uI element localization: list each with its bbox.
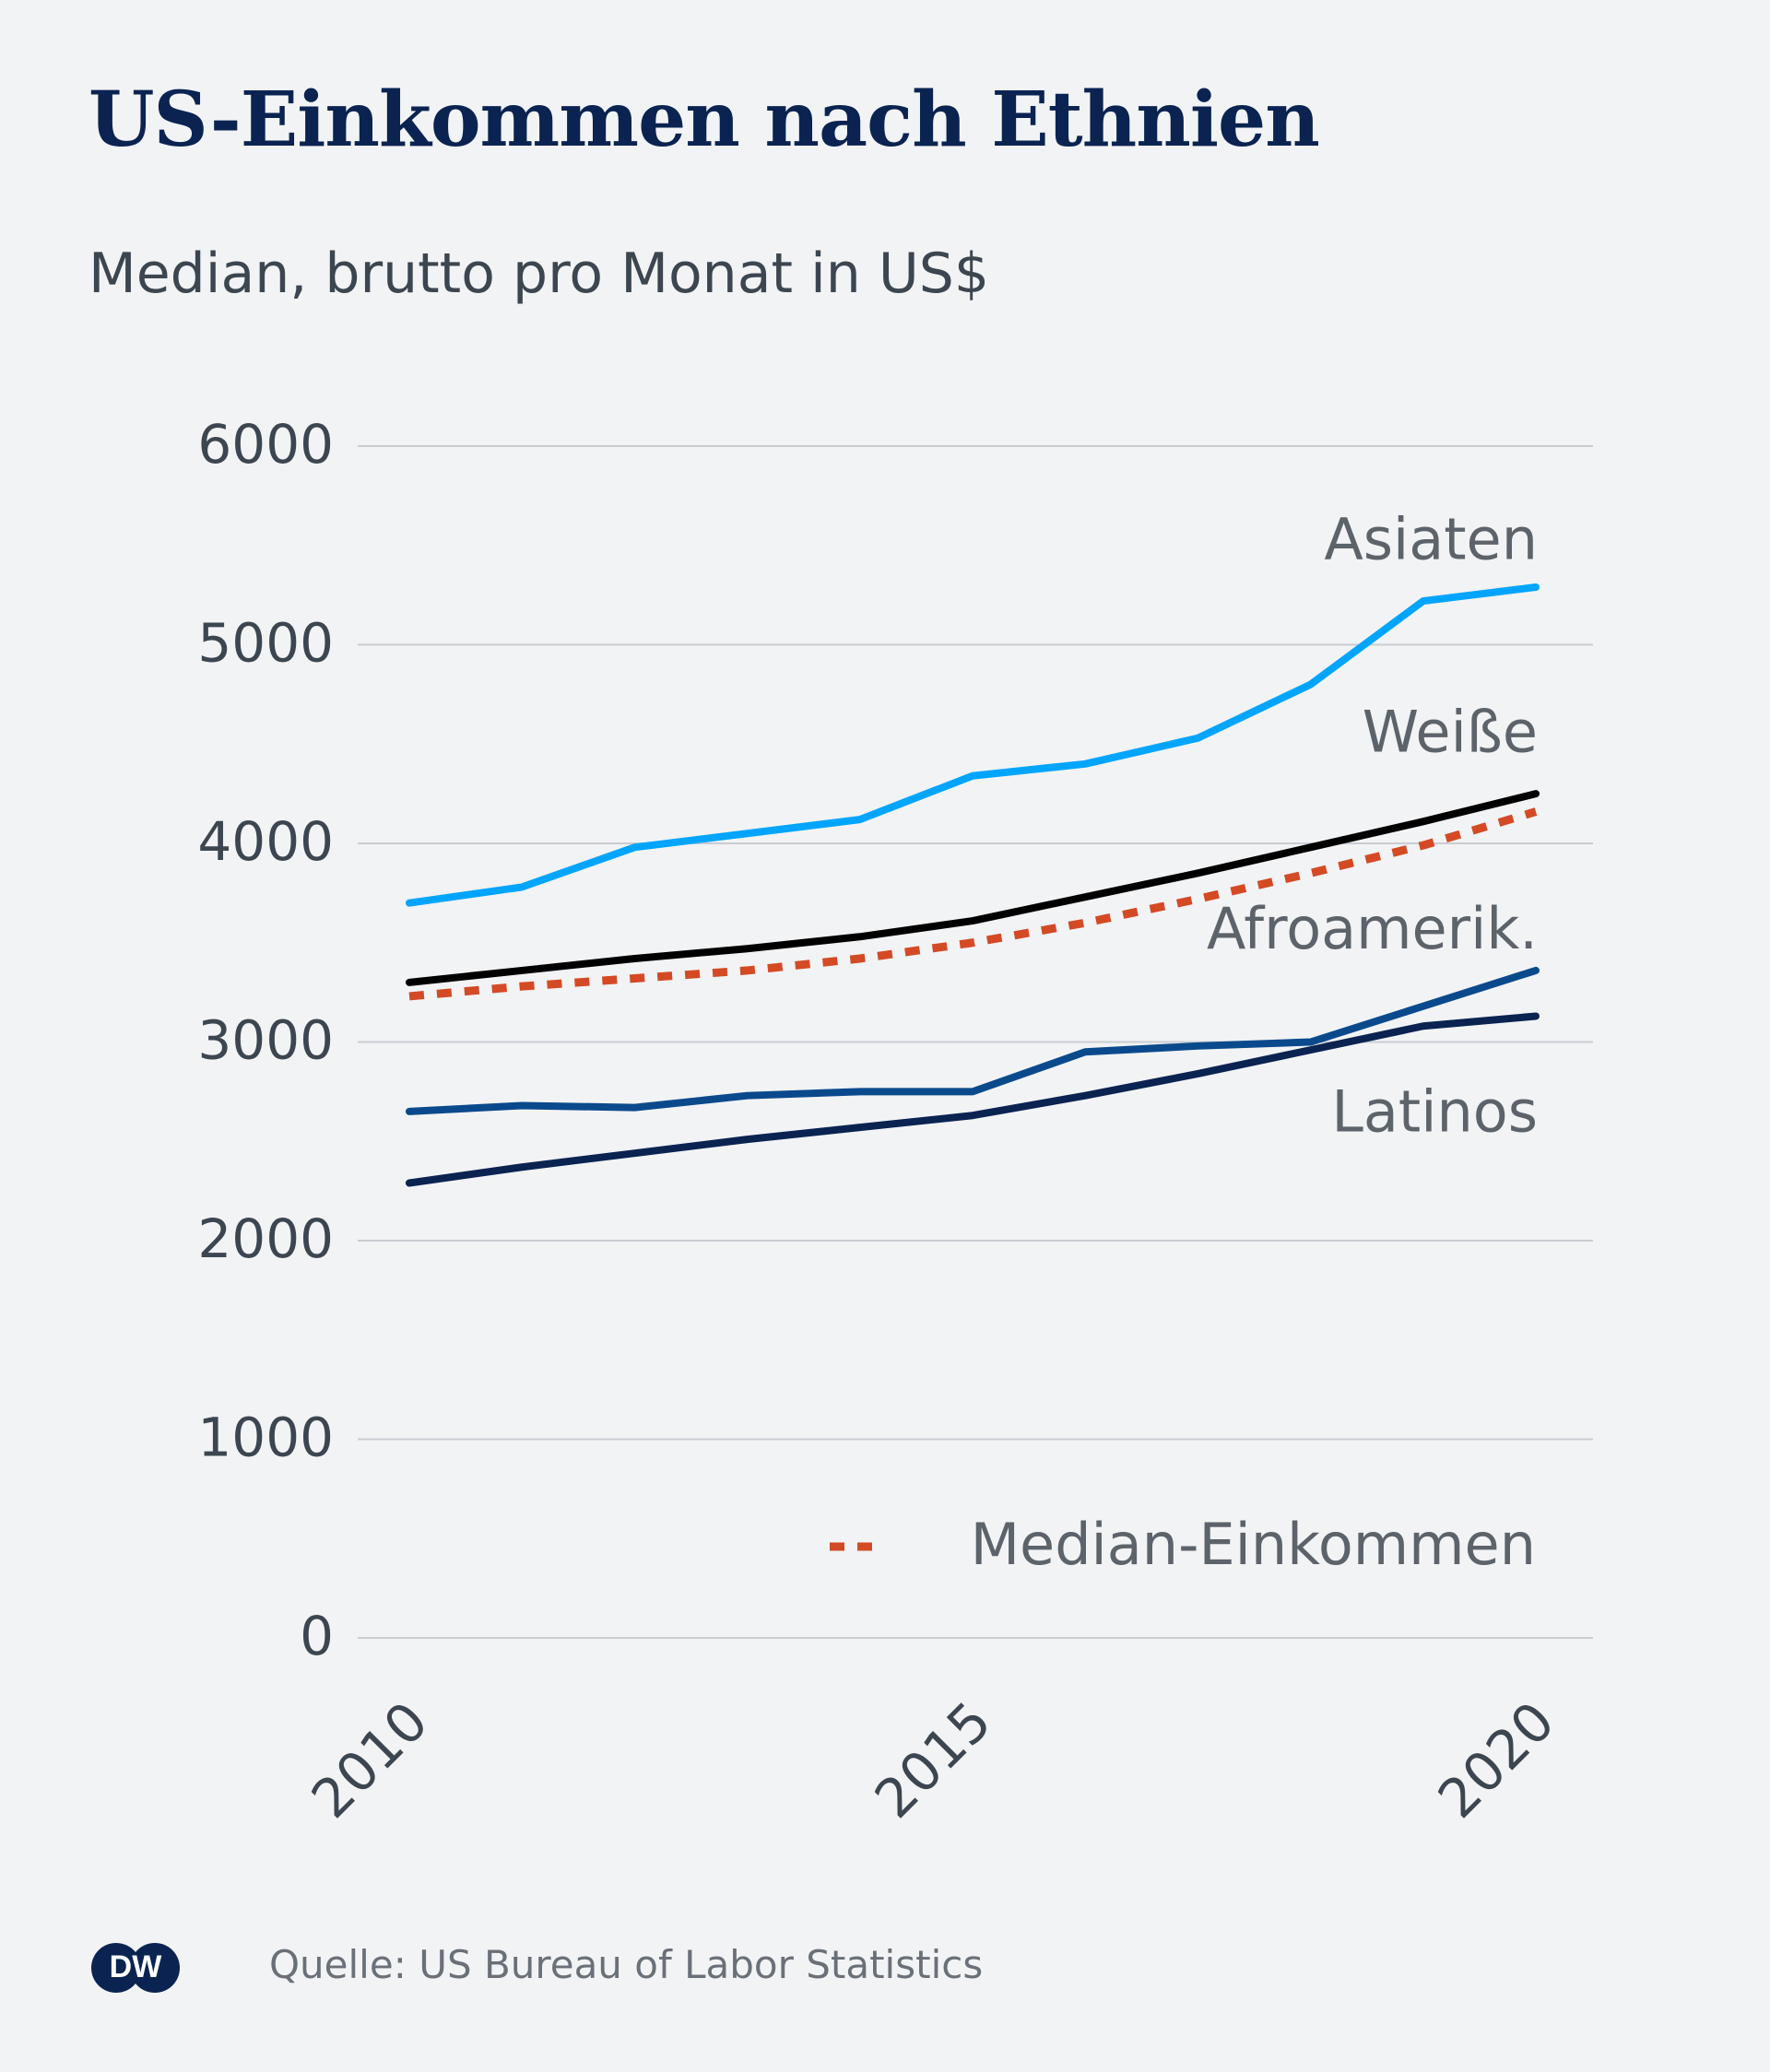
chart-subtitle: Median, brutto pro Monat in US$ [88, 241, 990, 306]
series-lines [406, 583, 1540, 1187]
y-tick-label: 5000 [197, 612, 334, 675]
legend-label: Median-Einkommen [971, 1511, 1536, 1578]
series-label: Asiaten [1324, 506, 1538, 573]
y-tick-label: 6000 [197, 413, 334, 476]
x-tick-label: 2010 [300, 1689, 440, 1830]
series-labels: Asiaten Weiße Afroamerik. Latinos [1207, 506, 1538, 1146]
legend: Median-Einkommen [830, 1511, 1536, 1578]
dw-logo: DW [91, 1943, 180, 1993]
series-label: Weiße [1363, 699, 1538, 766]
x-axis-ticks: 2010 2015 2020 [300, 1689, 1566, 1830]
dw-logo-text: DW [110, 1949, 163, 1984]
y-tick-label: 0 [300, 1605, 334, 1667]
series-line-0 [406, 583, 1540, 907]
chart-title: US-Einkommen nach Ethnien [88, 76, 1320, 164]
y-tick-label: 1000 [197, 1407, 334, 1469]
y-tick-label: 2000 [197, 1207, 334, 1270]
source-note: Quelle: US Bureau of Labor Statistics [269, 1942, 984, 1987]
gridlines [358, 445, 1593, 1639]
series-line-1 [406, 790, 1540, 986]
x-tick-label: 2020 [1426, 1689, 1566, 1830]
series-line-4 [406, 1012, 1540, 1187]
series-line-3 [406, 966, 1540, 1115]
series-label: Afroamerik. [1207, 895, 1538, 962]
series-label: Latinos [1331, 1077, 1538, 1145]
x-tick-label: 2015 [863, 1689, 1003, 1830]
series-line-2 [408, 807, 1538, 1001]
y-tick-label: 4000 [197, 810, 334, 873]
y-tick-label: 3000 [197, 1009, 334, 1072]
y-axis-ticks: 0 1000 2000 3000 4000 5000 6000 [197, 413, 334, 1667]
